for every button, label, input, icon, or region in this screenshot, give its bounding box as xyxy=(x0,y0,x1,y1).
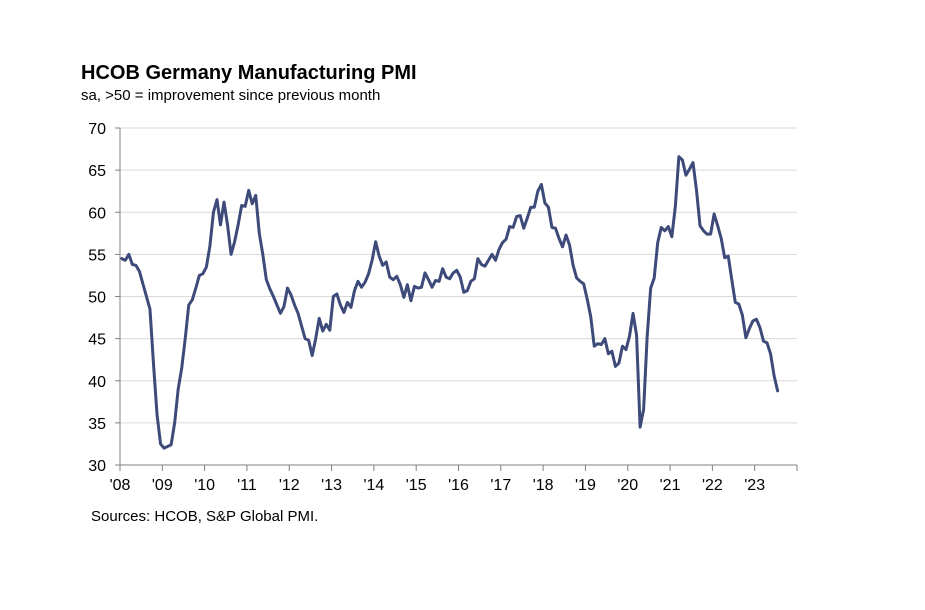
x-tick-14: '14 xyxy=(363,477,384,494)
x-tick-21: '21 xyxy=(660,477,681,494)
y-tick-55: 55 xyxy=(88,247,106,264)
x-tick-18: '18 xyxy=(533,477,554,494)
x-tick-15: '15 xyxy=(406,477,427,494)
y-tick-50: 50 xyxy=(88,290,106,307)
x-tick-19: '19 xyxy=(575,477,596,494)
x-tick-17: '17 xyxy=(490,477,511,494)
x-tick-12: '12 xyxy=(279,477,300,494)
y-tick-45: 45 xyxy=(88,332,106,349)
y-tick-60: 60 xyxy=(88,205,106,222)
chart-subtitle: sa, >50 = improvement since previous mon… xyxy=(81,87,381,104)
x-tick-16: '16 xyxy=(448,477,469,494)
x-tick-13: '13 xyxy=(321,477,342,494)
x-tick-20: '20 xyxy=(617,477,638,494)
x-tick-11: '11 xyxy=(237,477,257,494)
y-tick-65: 65 xyxy=(88,163,106,180)
x-tick-10: '10 xyxy=(194,477,215,494)
y-tick-35: 35 xyxy=(88,416,106,433)
chart-title: HCOB Germany Manufacturing PMI xyxy=(81,62,417,84)
y-tick-labels: 30 35 40 45 50 55 60 65 70 xyxy=(88,121,106,475)
x-tick-labels: '08 '09 '10 '11 '12 '13 '14 '15 '16 '17 '18 '19 '20 '… xyxy=(110,477,766,494)
y-tick-30: 30 xyxy=(88,458,106,475)
chart-source: Sources: HCOB, S&P Global PMI. xyxy=(91,508,319,525)
axes xyxy=(115,127,798,471)
y-tick-40: 40 xyxy=(88,374,106,391)
x-tick-23: '23 xyxy=(744,477,765,494)
x-tick-08: '08 xyxy=(110,477,131,494)
series-layer xyxy=(120,155,780,450)
y-tick-70: 70 xyxy=(88,121,106,138)
series-line-0 xyxy=(120,155,780,450)
x-tick-22: '22 xyxy=(702,477,723,494)
x-tick-09: '09 xyxy=(152,477,173,494)
